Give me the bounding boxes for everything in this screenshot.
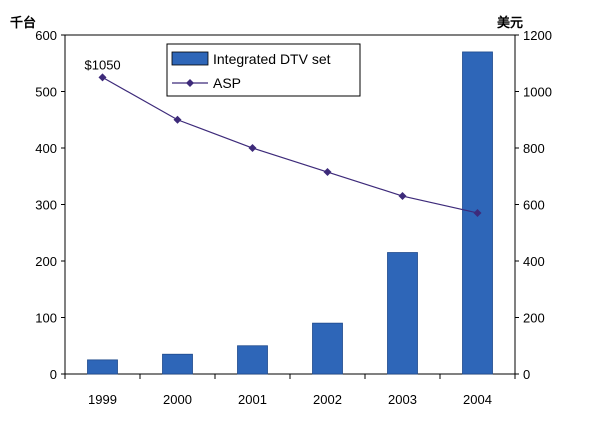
- bar-integrated-dtv-2003: [387, 252, 418, 375]
- x-axis-tick-label: 2000: [163, 392, 192, 407]
- legend-line-label: ASP: [213, 75, 241, 91]
- right-axis-tick-label: 800: [523, 141, 545, 156]
- x-axis-tick-label: 2004: [463, 392, 492, 407]
- legend-line-marker: [186, 79, 194, 87]
- asp-point-2001: [248, 144, 257, 152]
- right-axis-tick-label: 600: [523, 198, 545, 213]
- bar-integrated-dtv-1999: [87, 359, 118, 375]
- right-axis-tick-label: 400: [523, 254, 545, 269]
- right-axis-tick-label: 200: [523, 311, 545, 326]
- left-axis-unit-label: 千台: [10, 15, 36, 31]
- asp-point-2004: [473, 208, 482, 217]
- x-axis-tick-label: 2003: [388, 392, 417, 407]
- left-axis-tick-label: 0: [50, 367, 57, 382]
- right-axis-tick-label: 0: [523, 367, 530, 382]
- bar-integrated-dtv-2002: [312, 322, 343, 375]
- left-axis-tick-label: 400: [35, 141, 57, 156]
- right-axis-tick-label: 1200: [523, 28, 552, 43]
- x-axis-tick-label: 2001: [238, 392, 267, 407]
- right-axis-unit-label: 美元: [497, 15, 523, 31]
- left-axis-tick-label: 300: [35, 198, 57, 213]
- legend: Integrated DTV set ASP: [166, 43, 361, 97]
- asp-point-2002: [323, 168, 332, 177]
- left-axis-tick-label: 500: [35, 85, 57, 100]
- asp-point-2003: [398, 192, 407, 201]
- x-axis-tick-label: 2002: [313, 392, 342, 407]
- left-axis-tick-label: 200: [35, 254, 57, 269]
- asp-point-1999: [98, 73, 107, 82]
- bar-integrated-dtv-2000: [162, 353, 193, 375]
- asp-line: [102, 76, 478, 214]
- legend-bar-swatch: [171, 51, 209, 66]
- asp-point-2000: [173, 115, 182, 124]
- x-axis-tick-label: 1999: [88, 392, 117, 407]
- bar-integrated-dtv-2001: [237, 345, 268, 375]
- right-axis-tick-label: 1000: [523, 85, 552, 100]
- plot-area: 0 100 200 300 400 500 600 0 200 400 600 800 1000 1200…: [35, 28, 552, 407]
- asp-annotation: $1050: [85, 57, 121, 72]
- legend-bar-label: Integrated DTV set: [213, 51, 331, 67]
- left-axis-tick-label: 100: [35, 311, 57, 326]
- left-axis-tick-label: 600: [35, 28, 57, 43]
